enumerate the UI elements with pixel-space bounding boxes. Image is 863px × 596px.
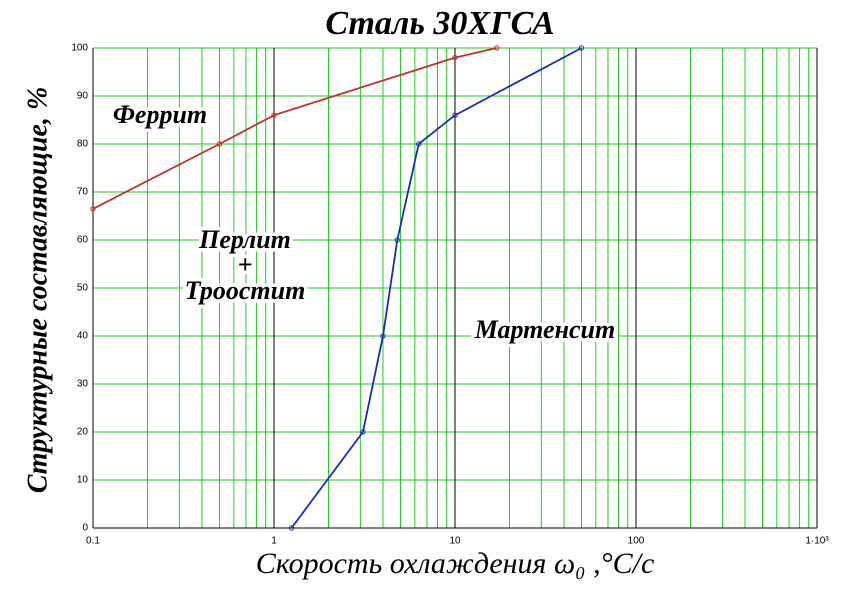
data-point (415, 141, 422, 147)
annotation: + (238, 250, 253, 279)
data-point (578, 45, 585, 51)
data-point (271, 112, 277, 118)
series-line (92, 47, 497, 210)
x-tick-label: 1 (271, 536, 277, 547)
x-tick-label: 10 (449, 536, 461, 547)
data-point (90, 206, 96, 212)
data-point (288, 525, 295, 531)
annotation: Феррит (113, 100, 207, 129)
y-tick-label: 10 (77, 475, 89, 486)
y-tick-label: 50 (77, 283, 89, 294)
data-point (216, 141, 223, 147)
y-tick-label: 80 (77, 139, 89, 150)
chart-title: Сталь 30ХГСА (325, 5, 554, 42)
y-tick-label: 70 (77, 187, 89, 198)
annotation: Троостит (185, 276, 306, 305)
y-tick-label: 30 (77, 379, 89, 390)
x-tick-label: 1·10³ (805, 536, 829, 547)
y-tick-label: 90 (77, 91, 89, 102)
y-tick-label: 60 (77, 235, 89, 246)
data-point (380, 333, 386, 339)
data-point (452, 54, 458, 61)
series-line (290, 47, 582, 529)
y-tick-label: 40 (77, 331, 89, 342)
data-point (452, 112, 458, 118)
x-axis-label: Скорость охлаждения ω₀ ,°C/c (256, 547, 655, 580)
data-point (360, 429, 366, 435)
y-tick-label: 20 (77, 427, 89, 438)
y-tick-label: 100 (71, 43, 88, 54)
y-axis-label: Структурные составляющие, % (22, 87, 53, 494)
annotation: Перлит (198, 225, 291, 254)
x-tick-label: 100 (628, 536, 645, 547)
x-tick-label: 0.1 (86, 536, 100, 547)
annotation: Мартенсит (474, 315, 616, 344)
data-point (494, 45, 500, 51)
data-point (394, 237, 401, 243)
y-tick-label: 0 (82, 523, 88, 534)
